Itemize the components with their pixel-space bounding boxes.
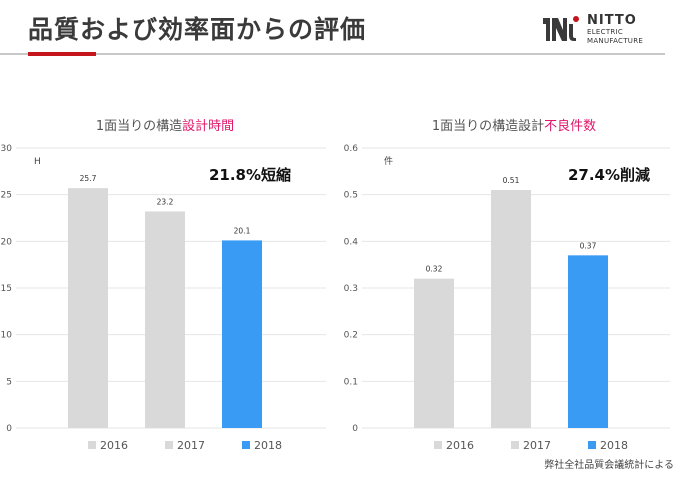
y-tick-label: 0.6 [344, 144, 358, 154]
y-tick-label: 0.5 [344, 191, 358, 201]
legend-label: 2017 [177, 439, 205, 452]
legend-swatch [242, 441, 250, 449]
design-time-chart: 1面当りの構造設計時間 0 5 10 15 20 25 30 H 21.8%短縮 25.7 23.2 2… [0, 110, 334, 460]
y-tick-label: 0.2 [344, 331, 358, 341]
chart-title: 1面当りの構造設計時間 [96, 118, 234, 134]
logo-line2: MANUFACTURE [587, 37, 644, 45]
y-tick-label: 0.4 [344, 237, 358, 247]
bar-2017 [145, 211, 185, 428]
nitto-logo-icon [543, 16, 579, 41]
legend-label: 2017 [523, 439, 551, 452]
data-label: 20.1 [234, 226, 251, 235]
bar-2016 [414, 278, 454, 428]
logo-line1: ELECTRIC [587, 28, 624, 36]
y-tick-label: 0 [352, 424, 358, 434]
legend-label: 2018 [600, 439, 628, 452]
legend-label: 2016 [100, 439, 128, 452]
data-label: 23.2 [157, 197, 174, 206]
y-tick-label: 25 [1, 191, 12, 201]
defect-count-chart: 1面当りの構造設計不良件数 0 0.1 0.2 0.3 0.4 0.5 0.6 件 27.4%削減… [344, 110, 678, 460]
title-accent-bar [28, 52, 96, 56]
title-divider [0, 53, 665, 55]
y-tick-label: 10 [1, 331, 13, 341]
legend-label: 2018 [254, 439, 282, 452]
reduction-callout: 27.4%削減 [568, 166, 650, 184]
bar-2018 [568, 255, 608, 428]
unit-label: H [34, 157, 41, 167]
y-tick-label: 5 [6, 377, 12, 387]
chart-svg: 1面当りの構造設計不良件数 0 0.1 0.2 0.3 0.4 0.5 0.6 件 27.4%削減… [344, 118, 670, 452]
y-tick-label: 0.1 [344, 377, 358, 387]
legend-label: 2016 [446, 439, 474, 452]
bar-2016 [68, 188, 108, 428]
reduction-callout: 21.8%短縮 [209, 166, 291, 184]
bar-2018 [222, 240, 262, 428]
company-logo: NITTO ELECTRIC MANUFACTURE [541, 12, 661, 52]
y-tick-label: 0.3 [344, 284, 358, 294]
legend-swatch [88, 441, 96, 449]
y-tick-label: 30 [1, 144, 13, 154]
chart-title: 1面当りの構造設計不良件数 [432, 118, 596, 134]
chart-title-prefix: 1面当りの構造 [96, 119, 182, 134]
data-label: 25.7 [80, 174, 97, 183]
chart-title-highlight: 設計時間 [182, 118, 234, 134]
logo-name: NITTO [587, 13, 637, 28]
chart-title-highlight: 不良件数 [544, 118, 596, 134]
data-label: 0.51 [503, 176, 520, 185]
legend-swatch [511, 441, 519, 449]
chart-title-prefix: 1面当りの構造設計 [432, 118, 544, 134]
y-tick-label: 20 [1, 237, 13, 247]
y-tick-label: 15 [1, 284, 12, 294]
data-label: 0.37 [580, 241, 597, 250]
chart-svg: 1面当りの構造設計時間 0 5 10 15 20 25 30 H 21.8%短縮 25.7 23.2 2… [1, 118, 326, 452]
page-title: 品質および効率面からの評価 [28, 15, 367, 44]
data-label: 0.32 [426, 265, 443, 274]
source-footnote: 弊社全社品質会議統計による [544, 460, 674, 471]
legend-swatch [588, 441, 596, 449]
legend-swatch [165, 441, 173, 449]
legend-swatch [434, 441, 442, 449]
unit-label: 件 [384, 155, 393, 167]
bar-2017 [491, 190, 531, 428]
y-tick-label: 0 [6, 424, 12, 434]
